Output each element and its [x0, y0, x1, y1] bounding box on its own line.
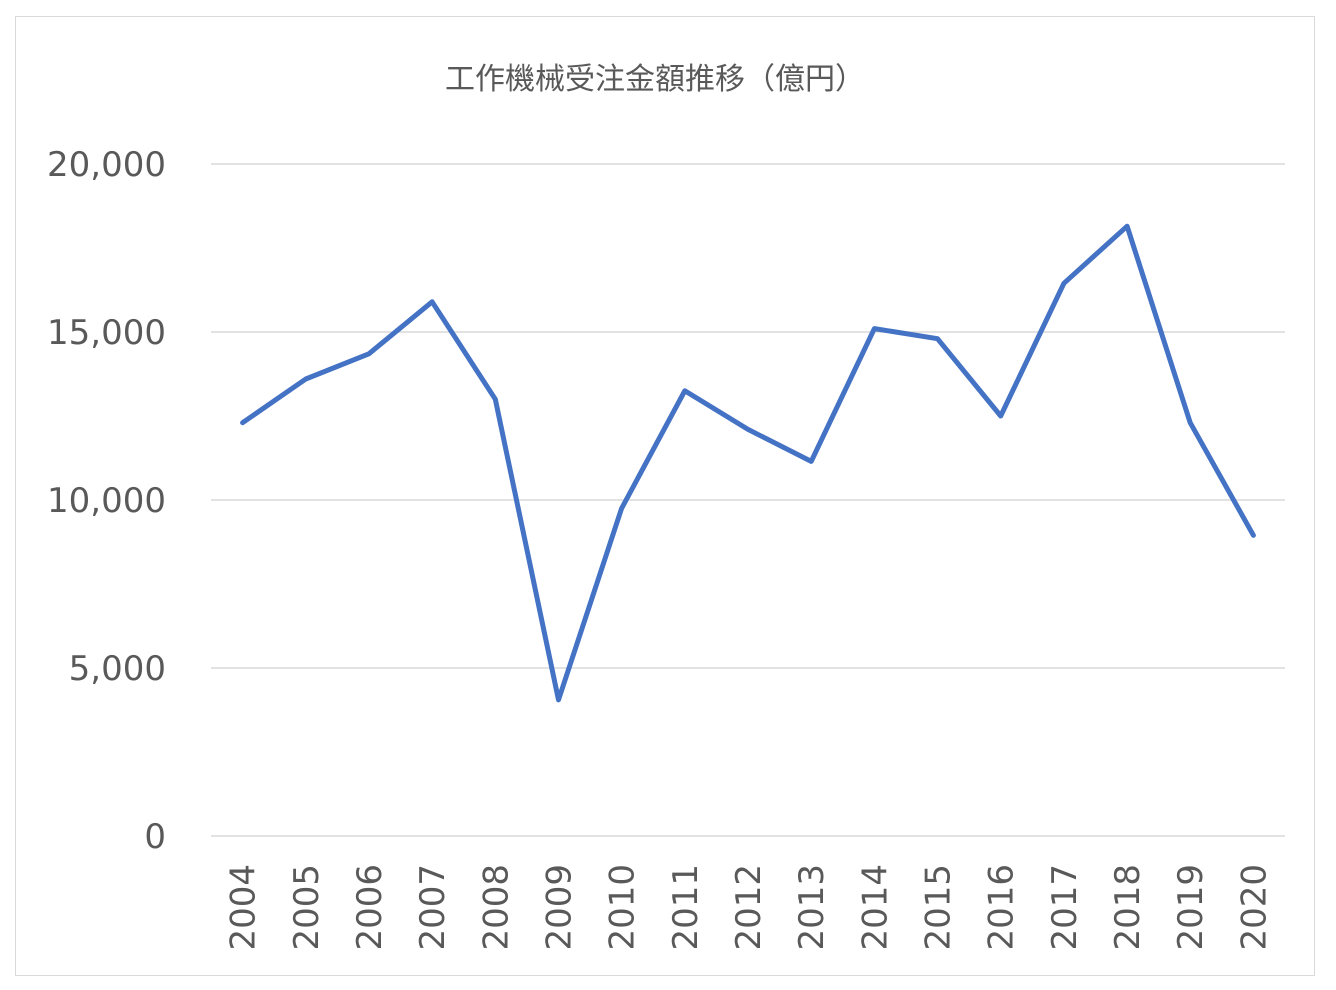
y-tick-label: 15,000 [47, 313, 166, 353]
series-layer [240, 223, 1256, 703]
x-tick-label: 2020 [1234, 864, 1274, 951]
x-tick-label: 2008 [476, 864, 516, 951]
x-tick-label: 2005 [287, 864, 327, 951]
x-tick-label: 2012 [729, 864, 769, 951]
x-tick-label: 2018 [1108, 864, 1148, 951]
y-tick-label: 20,000 [47, 145, 166, 185]
x-tick-label: 2017 [1045, 864, 1085, 951]
chart-frame [15, 16, 1315, 976]
x-tick-label: 2015 [919, 864, 959, 951]
x-tick-label: 2016 [982, 864, 1022, 951]
x-tick-label: 2014 [855, 864, 895, 951]
x-tick-label: 2006 [350, 864, 390, 951]
y-tick-label: 5,000 [69, 649, 166, 689]
series-line [240, 223, 1256, 703]
x-tick-label: 2007 [413, 864, 453, 951]
x-tick-label: 2011 [666, 864, 706, 951]
x-tick-label: 2019 [1171, 864, 1211, 951]
y-axis-tick-labels: 0 5,000 10,000 15,000 20,000 [47, 145, 166, 857]
x-tick-label: 2004 [224, 864, 264, 951]
y-tick-label: 10,000 [47, 481, 166, 521]
y-tick-label: 0 [144, 817, 166, 857]
gridlines [211, 163, 1285, 837]
x-tick-label: 2010 [603, 864, 643, 951]
chart-title: 工作機械受注金額推移（億円） [445, 62, 865, 97]
x-tick-label: 2009 [539, 864, 579, 951]
x-tick-label: 2013 [792, 864, 832, 951]
x-axis-tick-labels: 2004 2005 2006 2007 2008 2009 2010 2011 2012 2013… [224, 864, 1275, 951]
